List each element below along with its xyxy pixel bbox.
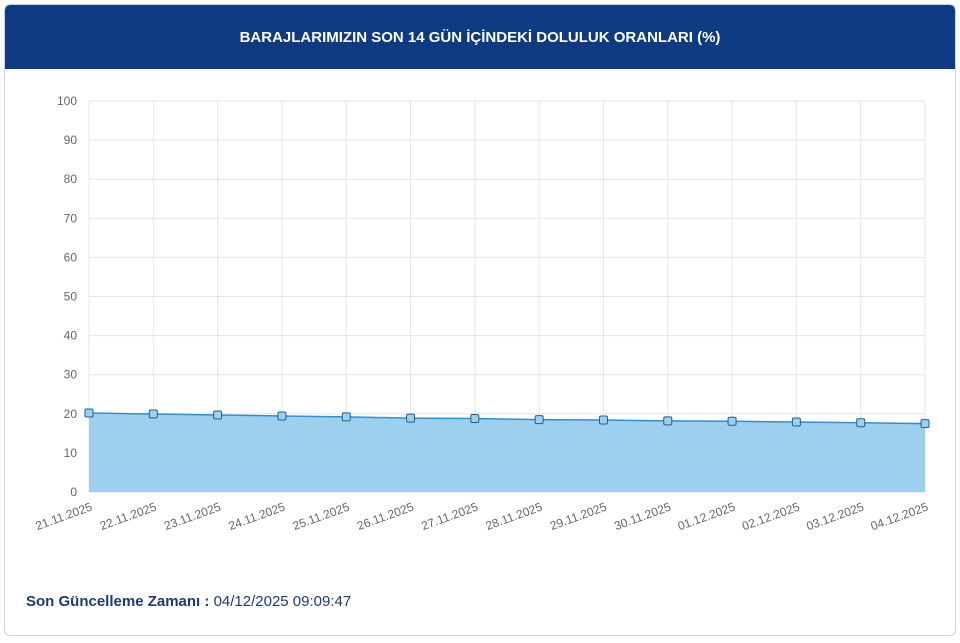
- data-point: [534, 415, 544, 425]
- x-tick-label: 25.11.2025: [291, 500, 352, 534]
- data-point: [406, 413, 416, 423]
- x-tick-label: 23.11.2025: [162, 500, 223, 534]
- area-line: [88, 412, 926, 425]
- x-tick-label: 30.11.2025: [612, 500, 673, 534]
- y-tick-label: 70: [64, 211, 78, 225]
- y-tick-label: 90: [64, 133, 78, 147]
- y-tick-label: 50: [64, 290, 78, 304]
- x-tick-label: 21.11.2025: [34, 500, 95, 534]
- y-tick-label: 40: [64, 329, 78, 343]
- y-tick-label: 10: [64, 446, 78, 460]
- x-tick-label: 22.11.2025: [98, 500, 159, 534]
- y-tick-label: 0: [70, 485, 77, 499]
- x-tick-label: 24.11.2025: [227, 500, 288, 534]
- data-point: [920, 419, 930, 429]
- data-point: [856, 418, 866, 428]
- data-point: [213, 410, 223, 420]
- data-point: [598, 415, 608, 425]
- x-tick-label: 02.12.2025: [740, 500, 802, 534]
- x-tick-label: 26.11.2025: [355, 500, 416, 534]
- x-tick-label: 28.11.2025: [484, 500, 545, 534]
- x-tick-label: 29.11.2025: [548, 500, 609, 534]
- update-value: 04/12/2025 09:09:47: [213, 593, 352, 610]
- y-tick-label: 20: [64, 407, 78, 421]
- x-tick-label: 03.12.2025: [804, 500, 866, 534]
- header: BARAJLARIMIZIN SON 14 GÜN İÇİNDEKİ DOLUL…: [5, 5, 955, 69]
- data-point: [148, 409, 158, 419]
- data-point: [470, 413, 480, 423]
- header-title: BARAJLARIMIZIN SON 14 GÜN İÇİNDEKİ DOLUL…: [239, 28, 721, 46]
- y-tick-label: 60: [64, 250, 78, 264]
- x-tick-label: 01.12.2025: [676, 500, 738, 534]
- data-point: [341, 412, 351, 422]
- y-tick-label: 30: [64, 368, 78, 382]
- data-point: [791, 417, 801, 427]
- data-point: [663, 416, 673, 426]
- area-fill: [89, 413, 925, 492]
- data-point: [277, 411, 287, 421]
- y-tick-label: 80: [64, 172, 78, 186]
- update-label: Son Güncelleme Zamanı :: [26, 593, 210, 610]
- data-point: [84, 408, 94, 418]
- y-tick-label: 100: [57, 94, 77, 108]
- data-point: [727, 416, 737, 426]
- x-tick-label: 04.12.2025: [869, 500, 931, 534]
- x-tick-label: 27.11.2025: [419, 500, 480, 534]
- card: BARAJLARIMIZIN SON 14 GÜN İÇİNDEKİ DOLUL…: [4, 4, 956, 636]
- footer: Son Güncelleme Zamanı : 04/12/2025 09:09…: [26, 593, 351, 610]
